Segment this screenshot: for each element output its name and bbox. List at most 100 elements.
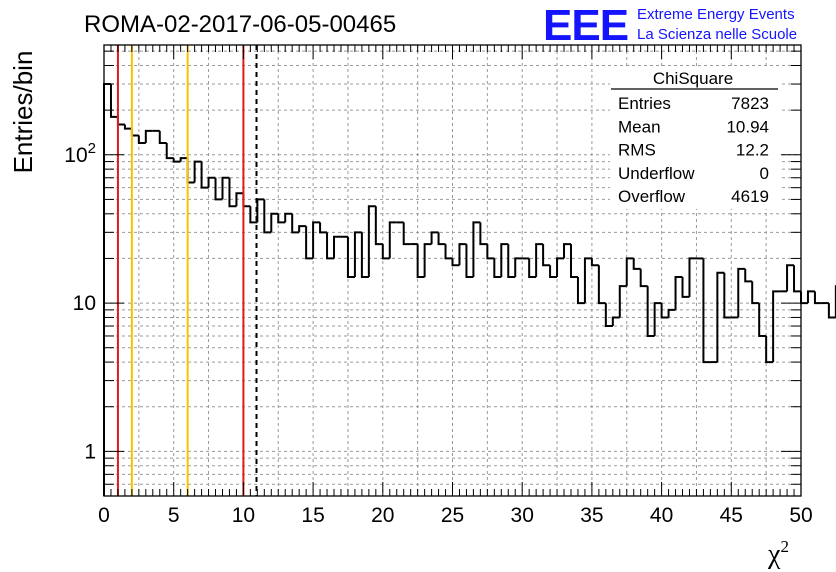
histogram-bin: [660, 303, 669, 319]
histogram-bin: [374, 206, 383, 246]
eee-logo-line2: La Scienza nelle Scuole: [637, 26, 797, 43]
y-tick-label-sup: 2: [88, 140, 96, 157]
histogram-bin: [312, 221, 321, 259]
x-tick-label: 40: [650, 504, 673, 527]
histogram-bin: [751, 281, 760, 305]
marker-lines: [116, 45, 258, 496]
x-tick-label: 0: [98, 504, 110, 527]
histogram-bin: [444, 244, 453, 260]
histogram-bin: [772, 290, 781, 363]
histogram-bin: [744, 268, 753, 283]
histogram-bin: [618, 285, 627, 318]
histogram-bin: [256, 198, 265, 223]
stats-box-title: ChiSquare: [653, 69, 733, 88]
histogram-bin: [284, 212, 293, 223]
histogram-bin: [716, 271, 725, 363]
histogram-bin: [193, 160, 202, 183]
stats-row-label: RMS: [618, 141, 656, 160]
x-tick-label: 50: [789, 504, 812, 527]
x-tick-label: 10: [232, 504, 255, 527]
x-tick-label: 5: [168, 504, 180, 527]
histogram-bin: [367, 205, 376, 277]
histogram-bin: [793, 265, 801, 293]
histogram-bin: [298, 225, 307, 233]
histogram-bin: [451, 258, 460, 267]
histogram-bin: [437, 232, 446, 246]
histogram-bin: [472, 221, 481, 277]
x-axis-label-main: χ: [767, 539, 781, 570]
histogram-bin: [123, 124, 132, 130]
histogram-bin: [402, 222, 411, 246]
histogram-bin: [653, 302, 662, 336]
histogram-bin: [333, 235, 341, 259]
histogram-bin: [611, 316, 620, 327]
histogram-bin: [479, 222, 488, 246]
histogram-bin: [172, 158, 181, 163]
histogram-bin: [103, 83, 111, 496]
histogram-bin: [326, 232, 335, 260]
stats-row-value: 4619: [731, 187, 769, 206]
histogram-bin: [430, 231, 439, 245]
histogram-bin: [249, 206, 258, 224]
y-tick-label: 1: [84, 440, 96, 463]
histogram-bin: [207, 176, 216, 188]
histogram-bin: [632, 258, 641, 270]
stats-row-value: 0: [760, 164, 769, 183]
histogram-bin: [353, 231, 362, 277]
histogram-bin: [681, 276, 690, 298]
histogram-bin: [277, 213, 286, 224]
histogram-bin: [667, 308, 676, 318]
histogram-bin: [765, 335, 774, 364]
histogram-bin: [116, 116, 125, 126]
histogram-bin: [625, 257, 634, 287]
histogram-bin: [423, 243, 432, 277]
y-tick-label-base: 10: [64, 144, 87, 167]
histogram-bin: [500, 243, 509, 277]
stats-row-label: Overflow: [618, 187, 686, 206]
histogram-bin: [388, 221, 397, 259]
x-tick-label: 45: [720, 504, 743, 527]
histogram-bin: [688, 257, 697, 297]
histogram-bin: [737, 267, 746, 318]
histogram-bin: [346, 236, 355, 278]
y-tick-label: 10: [73, 292, 96, 315]
stats-row-label: Entries: [618, 94, 671, 113]
histogram-bin: [542, 244, 551, 267]
stats-box: ChiSquare Entries 7823 Mean 10.94 RMS 12.2 Unde…: [610, 66, 780, 209]
histogram-bin: [214, 177, 223, 201]
histogram-bin: [130, 128, 139, 137]
histogram-bin: [758, 303, 767, 337]
histogram-bin: [179, 157, 188, 162]
x-tick-label: 15: [301, 504, 324, 527]
histogram-bin: [786, 264, 795, 292]
x-tick-label: 25: [441, 504, 464, 527]
eee-logo-line1: Extreme Energy Events: [637, 6, 795, 23]
x-tick-label: 20: [371, 504, 394, 527]
histogram-bin: [723, 272, 732, 319]
histogram-bin: [144, 129, 153, 144]
histogram-bin: [221, 176, 230, 200]
stats-row-value: 12.2: [736, 141, 769, 160]
stats-row-label: Mean: [618, 117, 661, 136]
histogram-bin: [137, 135, 146, 145]
x-tick-labels: 0 5 10 15 20 25 30 35 40 45 50: [98, 504, 813, 527]
eee-logo-mark: EEE: [543, 1, 628, 50]
histogram-bin: [646, 286, 655, 337]
histogram-bin: [604, 303, 613, 328]
histogram-bin: [702, 258, 711, 364]
histogram-bin: [556, 257, 565, 277]
histogram-bin: [109, 84, 118, 118]
histogram-bin: [813, 291, 822, 305]
histogram-bin: [486, 244, 495, 260]
x-tick-label: 30: [511, 504, 534, 527]
x-axis-label: χ2: [767, 537, 789, 570]
x-tick-label: 35: [580, 504, 603, 527]
histogram-bin: [465, 244, 474, 278]
histogram-bin: [674, 275, 683, 310]
eee-logo: EEE Extreme Energy Events La Scienza nel…: [543, 1, 797, 50]
histogram-bin: [165, 143, 174, 160]
chart-title: ROMA-02-2017-06-05-00465: [84, 11, 396, 38]
histogram-bin: [507, 244, 516, 278]
histogram-bin: [381, 244, 390, 260]
